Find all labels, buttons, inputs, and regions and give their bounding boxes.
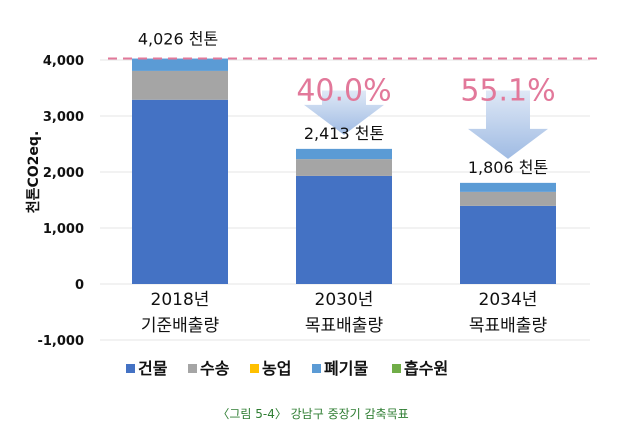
legend-swatch [188,364,197,373]
category-label-type: 기준배출량 [141,316,220,336]
y-tick-label: 1,000 [43,222,84,237]
bar-segment-수송 [460,191,556,206]
bar-segment-건물 [132,99,228,284]
y-tick-label: 3,000 [43,110,84,125]
y-axis-label: 천톤CO2eq. [26,131,42,214]
category-label-year: 2034년 [479,290,538,310]
bar-segment-건물 [296,175,392,284]
legend-swatch [250,364,259,373]
bar-segment-수송 [296,159,392,176]
y-tick-label: 2,000 [43,166,84,181]
reduction-percent-label: 55.1% [460,74,555,109]
y-tick-label: -1,000 [37,334,84,349]
legend-label: 건물 [138,359,168,378]
total-label: 2,413 천톤 [304,124,384,143]
legend-swatch [392,364,401,373]
figure-caption: 〈그림 5-4〉 강남구 중장기 감축목표 [217,407,408,421]
bar-segment-폐기물 [296,148,392,160]
bar-segment-폐기물 [460,182,556,192]
reduction-arrow-icon [304,90,384,135]
category-label-year: 2018년 [151,290,210,310]
y-tick-label: 0 [75,278,84,293]
legend-label: 흡수원 [404,359,448,378]
legend-label: 농업 [262,359,291,378]
legend-swatch [126,364,135,373]
legend-swatch [312,364,321,373]
total-label: 1,806 천톤 [468,158,548,177]
bar-segment-수송 [132,70,228,100]
y-tick-label: 4,000 [43,54,84,69]
bar-segment-폐기물 [132,58,228,71]
bar-segment-건물 [460,205,556,284]
reduction-arrow-icon [468,90,548,159]
category-label-type: 목표배출량 [305,316,384,336]
legend-label: 수송 [200,359,230,378]
category-label-type: 목표배출량 [469,316,548,336]
category-label-year: 2030년 [315,290,374,310]
legend-label: 폐기물 [324,359,368,378]
reduction-percent-label: 40.0% [296,74,391,109]
total-label: 4,026 천톤 [138,30,218,49]
